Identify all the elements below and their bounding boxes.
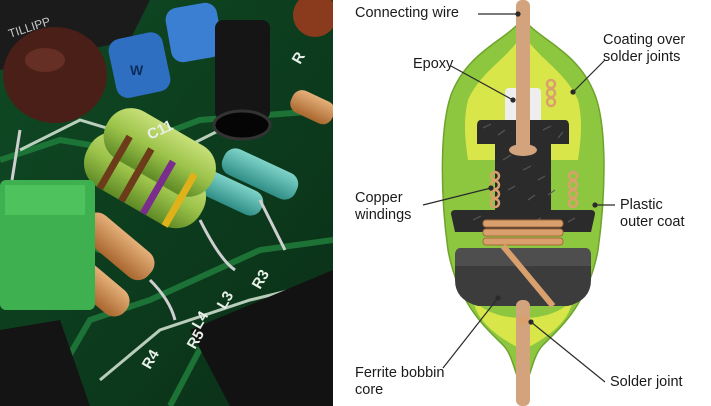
connecting-wire-bottom	[516, 300, 530, 406]
label-coating-over-solder-joints: Coating over solder joints	[603, 32, 686, 65]
inductor-cross-section-diagram: Connecting wire Epoxy Coating over solde…	[333, 0, 711, 406]
label-connecting-wire: Connecting wire	[355, 5, 459, 21]
svg-text:L3: L3	[214, 288, 237, 312]
inductor-drawing	[422, 0, 615, 406]
label-epoxy: Epoxy	[413, 56, 454, 72]
svg-text:L4: L4	[189, 308, 213, 332]
circuit-board-photo: TILLIPP W	[0, 0, 333, 406]
connecting-wire-top	[516, 0, 530, 150]
label-copper-windings: Copper windings	[355, 190, 412, 223]
circuit-board-illustration: TILLIPP W	[0, 0, 333, 406]
label-plastic-outer-coat: Plastic outer coat	[620, 197, 685, 230]
label-ferrite-bobbin-core: Ferrite bobbin core	[355, 365, 445, 398]
svg-text:W: W	[130, 62, 144, 78]
ferrite-upper-cap	[451, 120, 595, 232]
label-solder-joint: Solder joint	[610, 374, 683, 390]
